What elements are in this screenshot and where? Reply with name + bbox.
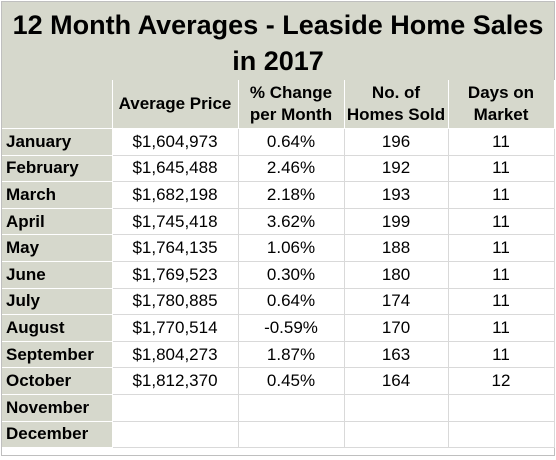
- cell-average-price: $1,604,973: [112, 128, 239, 156]
- table-row: September $1,804,273 1.87% 163 11: [2, 341, 555, 369]
- cell-days-on-market: 11: [448, 181, 555, 209]
- table-row: March $1,682,198 2.18% 193 11: [2, 181, 555, 209]
- cell-percent-change: 3.62%: [238, 208, 345, 236]
- cell-homes-sold: 174: [344, 288, 449, 316]
- cell-homes-sold: 170: [344, 314, 449, 342]
- cell-percent-change: 0.45%: [238, 367, 345, 395]
- cell-percent-change: 2.18%: [238, 181, 345, 209]
- cell-average-price: [112, 394, 239, 422]
- cell-percent-change: 0.64%: [238, 128, 345, 156]
- cell-month: November: [2, 394, 113, 422]
- table-row: July $1,780,885 0.64% 174 11: [2, 288, 555, 316]
- cell-percent-change: 0.30%: [238, 261, 345, 289]
- title-line-2: in 2017: [232, 46, 324, 76]
- table-row: December: [2, 421, 555, 449]
- table-row: February $1,645,488 2.46% 192 11: [2, 155, 555, 183]
- cell-percent-change: -0.59%: [238, 314, 345, 342]
- header-homes-sold: No. of Homes Sold: [344, 80, 449, 129]
- cell-month: August: [2, 314, 113, 342]
- cell-month: July: [2, 288, 113, 316]
- title-line-1: 12 Month Averages - Leaside Home Sales: [12, 10, 544, 40]
- cell-homes-sold: 163: [344, 341, 449, 369]
- cell-month: September: [2, 341, 113, 369]
- cell-days-on-market: 11: [448, 128, 555, 156]
- header-average-price: Average Price: [112, 80, 239, 129]
- table-row: November: [2, 394, 555, 422]
- cell-percent-change: 1.87%: [238, 341, 345, 369]
- table-row: August $1,770,514 -0.59% 170 11: [2, 314, 555, 342]
- cell-homes-sold: 193: [344, 181, 449, 209]
- cell-days-on-market: 11: [448, 261, 555, 289]
- cell-days-on-market: [448, 394, 555, 422]
- cell-homes-sold: 188: [344, 234, 449, 262]
- cell-days-on-market: 11: [448, 155, 555, 183]
- cell-month: May: [2, 234, 113, 262]
- cell-days-on-market: 11: [448, 288, 555, 316]
- cell-percent-change: 0.64%: [238, 288, 345, 316]
- cell-percent-change: 1.06%: [238, 234, 345, 262]
- header-row: Average Price % Change per Month No. of …: [2, 80, 555, 129]
- table-body: January $1,604,973 0.64% 196 11 February $1,64…: [2, 128, 555, 449]
- table-row: January $1,604,973 0.64% 196 11: [2, 128, 555, 156]
- cell-days-on-market: 11: [448, 234, 555, 262]
- cell-average-price: $1,770,514: [112, 314, 239, 342]
- header-percent-change: % Change per Month: [238, 80, 345, 129]
- cell-homes-sold: [344, 394, 449, 422]
- table-title: 12 Month Averages - Leaside Home Sales i…: [2, 2, 554, 80]
- cell-days-on-market: 11: [448, 314, 555, 342]
- table-row: June $1,769,523 0.30% 180 11: [2, 261, 555, 289]
- cell-homes-sold: 164: [344, 367, 449, 395]
- cell-month: March: [2, 181, 113, 209]
- cell-month: June: [2, 261, 113, 289]
- cell-percent-change: 2.46%: [238, 155, 345, 183]
- cell-average-price: $1,682,198: [112, 181, 239, 209]
- cell-average-price: $1,780,885: [112, 288, 239, 316]
- cell-days-on-market: 12: [448, 367, 555, 395]
- header-days-on-market: Days on Market: [448, 80, 555, 129]
- cell-average-price: $1,764,135: [112, 234, 239, 262]
- table-row: April $1,745,418 3.62% 199 11: [2, 208, 555, 236]
- cell-average-price: $1,769,523: [112, 261, 239, 289]
- cell-days-on-market: 11: [448, 208, 555, 236]
- cell-average-price: $1,645,488: [112, 155, 239, 183]
- cell-percent-change: [238, 421, 345, 449]
- cell-homes-sold: 180: [344, 261, 449, 289]
- cell-month: February: [2, 155, 113, 183]
- sales-table: Average Price % Change per Month No. of …: [2, 80, 555, 449]
- table-row: October $1,812,370 0.45% 164 12: [2, 367, 555, 395]
- cell-average-price: $1,745,418: [112, 208, 239, 236]
- cell-homes-sold: 199: [344, 208, 449, 236]
- cell-percent-change: [238, 394, 345, 422]
- header-month: [2, 80, 113, 129]
- cell-days-on-market: 11: [448, 341, 555, 369]
- cell-month: December: [2, 421, 113, 449]
- cell-homes-sold: 196: [344, 128, 449, 156]
- cell-homes-sold: [344, 421, 449, 449]
- cell-average-price: $1,804,273: [112, 341, 239, 369]
- table-row: May $1,764,135 1.06% 188 11: [2, 234, 555, 262]
- cell-month: October: [2, 367, 113, 395]
- cell-average-price: [112, 421, 239, 449]
- cell-month: January: [2, 128, 113, 156]
- cell-average-price: $1,812,370: [112, 367, 239, 395]
- cell-homes-sold: 192: [344, 155, 449, 183]
- cell-month: April: [2, 208, 113, 236]
- cell-days-on-market: [448, 421, 555, 449]
